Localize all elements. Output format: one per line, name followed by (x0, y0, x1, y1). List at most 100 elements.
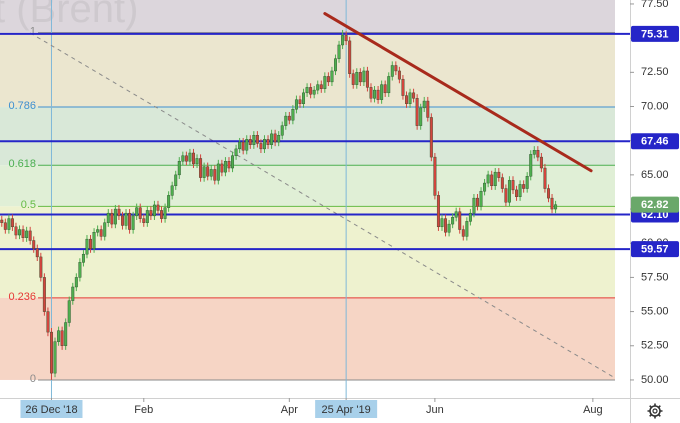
level-label-box (631, 133, 679, 150)
candle-body (81, 253, 85, 263)
candle-body (263, 139, 266, 150)
candle-body (280, 125, 284, 136)
candle-body (213, 169, 217, 181)
gear-teeth (647, 403, 663, 419)
y-tick-label: 72.50 (641, 66, 669, 78)
candle-body (433, 156, 437, 196)
candle-body (373, 89, 377, 99)
candle-body (113, 208, 117, 225)
candle-body (14, 226, 18, 236)
candle-body (156, 204, 160, 211)
y-tick-label: 70.00 (641, 100, 669, 112)
candle-body (49, 331, 53, 374)
candle-body (145, 210, 149, 223)
candle-body (536, 150, 540, 158)
candle-body (231, 155, 235, 169)
candle-body (85, 238, 89, 255)
date-label-box (20, 400, 83, 418)
candle-body (110, 212, 114, 225)
candle-body (46, 311, 50, 333)
candle-body (57, 330, 61, 342)
candle-body (497, 171, 501, 178)
candle-body (319, 84, 323, 89)
candle-body (323, 76, 327, 89)
y-tick-label: 57.50 (641, 271, 669, 283)
candle-body (401, 78, 405, 96)
candle-body (486, 174, 490, 184)
candle-body (543, 167, 547, 189)
date-label-box (315, 400, 378, 418)
fib-label: 0.618 (8, 158, 36, 170)
candle-body (28, 230, 32, 241)
candle-body (468, 212, 472, 222)
candle-body (525, 176, 529, 189)
candle-body (117, 208, 121, 217)
candle-body (312, 89, 316, 95)
candle-body (344, 35, 348, 42)
candle-body (99, 229, 103, 237)
candle-body (365, 70, 369, 88)
candle-body (195, 158, 199, 165)
candle-body (355, 72, 359, 85)
candle-body (202, 166, 206, 178)
candle-body (447, 223, 451, 233)
candle-body (64, 322, 68, 346)
candle-body (440, 218, 444, 228)
fib-label: 0.5 (21, 199, 36, 211)
candle-body (380, 84, 384, 100)
candle-body (78, 262, 82, 278)
candle-body (302, 92, 306, 104)
candle-body (138, 207, 142, 219)
candle-body (309, 87, 313, 95)
x-tick-label: 25 Apr '19 (322, 404, 371, 416)
x-tick-label: Jun (426, 404, 444, 416)
candle-body (341, 35, 345, 46)
candle-body (67, 300, 71, 323)
candle-body (383, 84, 387, 94)
candle-body (547, 188, 550, 199)
candle-body (209, 169, 213, 177)
fib-label: 0 (30, 373, 36, 385)
y-tick-label: 65.00 (641, 169, 669, 181)
trend-line (323, 12, 593, 173)
candle-body (266, 139, 270, 145)
candle-body (369, 87, 373, 99)
candle-body (89, 238, 93, 249)
candle-body (220, 163, 224, 173)
candle-body (483, 182, 487, 192)
candle-body (60, 330, 64, 346)
x-tick-label: 26 Dec '18 (25, 404, 77, 416)
candle-body (245, 139, 249, 151)
candle-body (490, 174, 494, 187)
candle-body (96, 229, 100, 233)
candle-body (493, 171, 497, 187)
fib-zone (0, 107, 615, 166)
candle-body (550, 197, 554, 210)
settings-icon[interactable] (647, 403, 663, 419)
level-label: 59.57 (641, 244, 669, 256)
candle-body (351, 73, 355, 85)
diagonal-line (29, 32, 616, 379)
candle-body (419, 107, 423, 126)
y-tick-label: 52.50 (641, 340, 669, 352)
candle-body (25, 230, 29, 238)
candle-body (167, 195, 171, 208)
candle-body (42, 277, 46, 312)
candle-body (255, 135, 259, 144)
gear-hub (652, 408, 658, 414)
candle-body (326, 76, 330, 83)
candle-body (10, 218, 14, 228)
candle-body (227, 160, 231, 169)
candle-body (479, 191, 483, 207)
candle-body (465, 221, 469, 237)
candle-body (106, 212, 110, 223)
y-tick-label: 50.00 (641, 374, 669, 386)
candle-body (358, 72, 362, 83)
candle-body (422, 100, 426, 109)
candle-body (305, 87, 309, 94)
candle-body (287, 115, 291, 121)
candle-body (504, 188, 508, 203)
fib-zone (0, 0, 615, 33)
candle-body (184, 155, 188, 162)
candle-body (259, 143, 263, 150)
